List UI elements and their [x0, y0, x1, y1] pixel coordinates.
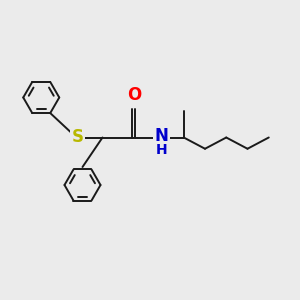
Text: O: O [127, 86, 141, 104]
Text: H: H [155, 143, 167, 157]
Text: S: S [71, 128, 83, 146]
Text: N: N [154, 127, 168, 145]
